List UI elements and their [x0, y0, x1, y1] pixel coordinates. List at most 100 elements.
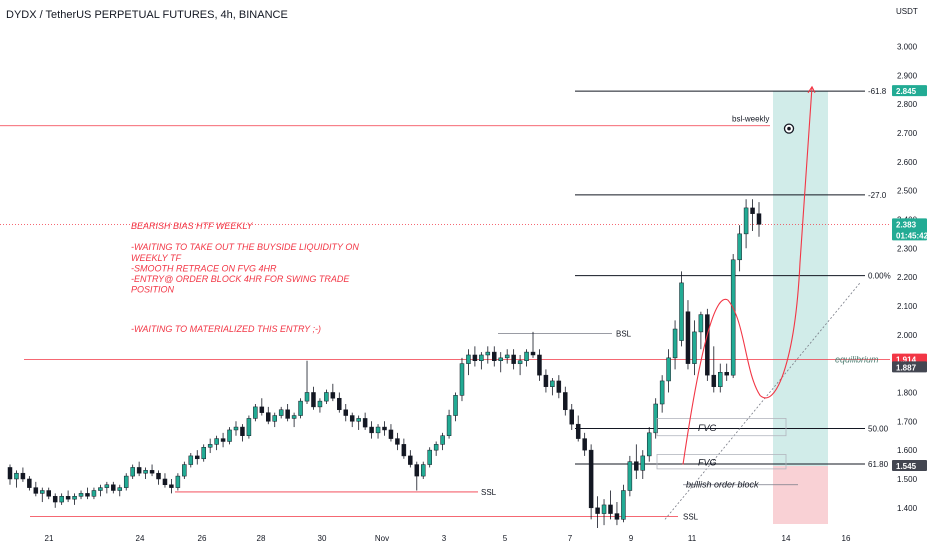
candle-body: [685, 311, 691, 364]
price-tick-label: 2.300: [897, 244, 918, 253]
candle-body: [672, 328, 678, 359]
chart-title: DYDX / TetherUS PERPETUAL FUTURES, 4h, B…: [6, 9, 288, 21]
candle-body: [272, 415, 277, 422]
candle-body: [724, 372, 729, 376]
candle-body: [14, 472, 19, 480]
annotation-line: POSITION: [131, 285, 175, 295]
time-tick-label: 26: [198, 534, 207, 543]
candle-body: [369, 426, 374, 434]
candle-body: [188, 455, 194, 465]
candle-body: [7, 467, 13, 480]
candle-body: [640, 455, 646, 471]
fvg-box: [656, 454, 787, 470]
candle-body: [227, 429, 232, 442]
order-block-label: bullish order block: [686, 480, 759, 490]
candle-body: [408, 455, 413, 465]
annotation-line: -WAITING TO MATERIALIZED THIS ENTRY ;-): [131, 324, 321, 334]
candle-body: [692, 331, 697, 364]
price-tick-label: 2.100: [897, 302, 918, 311]
price-tag: 1.545: [892, 460, 927, 471]
price-tick-label: 1.500: [897, 475, 918, 484]
candle-body: [472, 354, 478, 361]
candle-body: [666, 357, 671, 382]
time-tick-label: 16: [842, 534, 851, 543]
price-tag-label: 1.545: [896, 462, 917, 471]
candle-body: [556, 380, 562, 393]
fib-level-label: 61.80: [868, 460, 889, 469]
fvg-label: FVG: [698, 423, 717, 433]
price-tick-label: 1.800: [897, 388, 918, 397]
candle-body: [130, 467, 135, 477]
candle-body: [563, 392, 568, 411]
time-tick-label: 24: [136, 534, 145, 543]
candle-body: [111, 484, 116, 491]
candle-body: [33, 487, 39, 494]
candle-body: [743, 207, 749, 235]
price-tick-label: 2.000: [897, 331, 918, 340]
candle-body: [459, 363, 465, 396]
candle-body: [517, 360, 523, 364]
candle-body: [59, 496, 64, 503]
annotation-line: -ENTRY@ ORDER BLOCK 4HR FOR SWING TRADE: [131, 274, 350, 284]
equilibrium-label: equilibrium: [835, 355, 879, 365]
fib-level-label: 0.00%: [868, 272, 891, 281]
candle-body: [311, 392, 316, 408]
candle-body: [169, 484, 174, 488]
fib-level-label: 50.00: [868, 425, 889, 434]
price-tick-label: 3.000: [897, 42, 918, 51]
projection-path: [682, 86, 813, 465]
price-tick-label: 2.200: [897, 273, 918, 282]
candle-body: [20, 472, 26, 480]
candle-body: [730, 259, 736, 376]
price-tag-label: 1.914: [896, 356, 917, 365]
fib-trendline: [664, 282, 861, 520]
candle-body: [304, 392, 310, 402]
time-tick-label: Nov: [375, 534, 389, 543]
candle-body: [756, 213, 762, 225]
candle-body: [266, 412, 271, 422]
time-tick-label: 5: [503, 534, 508, 543]
eye-icon[interactable]: [783, 123, 795, 134]
price-tick-label: 2.600: [897, 158, 918, 167]
candle-body: [207, 444, 213, 448]
fvg-box: [656, 418, 787, 437]
candle-body: [175, 475, 181, 488]
candle-body: [504, 354, 510, 359]
candle-body: [182, 464, 187, 477]
price-tag-background: [892, 460, 927, 471]
candle-body: [750, 207, 755, 214]
annotation-line: BEARISH BIAS HTF WEEKLY: [131, 221, 254, 231]
candle-body: [582, 438, 587, 451]
candle-body: [285, 409, 290, 419]
ssl-label-upper: SSL: [481, 488, 497, 497]
candle-body: [440, 435, 445, 445]
candle-body: [349, 415, 355, 422]
candle-body: [104, 484, 110, 488]
candle-body: [324, 392, 329, 402]
candle-body: [65, 496, 71, 500]
time-tick-label: 3: [442, 534, 447, 543]
price-axis[interactable]: USDT 3.0002.9002.8002.7002.6002.5002.400…: [896, 7, 918, 513]
candle-body: [608, 504, 613, 514]
time-tick-label: 11: [688, 534, 697, 543]
candle-body: [575, 423, 581, 439]
candle-body: [98, 487, 103, 491]
candle-body: [711, 374, 717, 387]
price-tag-countdown: 01:45:42: [896, 231, 929, 240]
time-tick-label: 9: [629, 534, 634, 543]
candle-body: [395, 438, 400, 445]
candle-body: [291, 415, 297, 419]
candle-body: [627, 461, 633, 491]
candle-body: [634, 461, 639, 471]
candle-body: [72, 496, 77, 500]
candle-body: [330, 392, 336, 399]
time-tick-label: 7: [568, 534, 573, 543]
candle-body: [214, 438, 219, 445]
candles: [7, 199, 762, 528]
time-axis[interactable]: 21 24 26 28 30 Nov 3 5 7 9 11 14 16: [45, 534, 851, 543]
price-tag: 1.887: [892, 361, 927, 373]
candle-body: [414, 464, 420, 477]
